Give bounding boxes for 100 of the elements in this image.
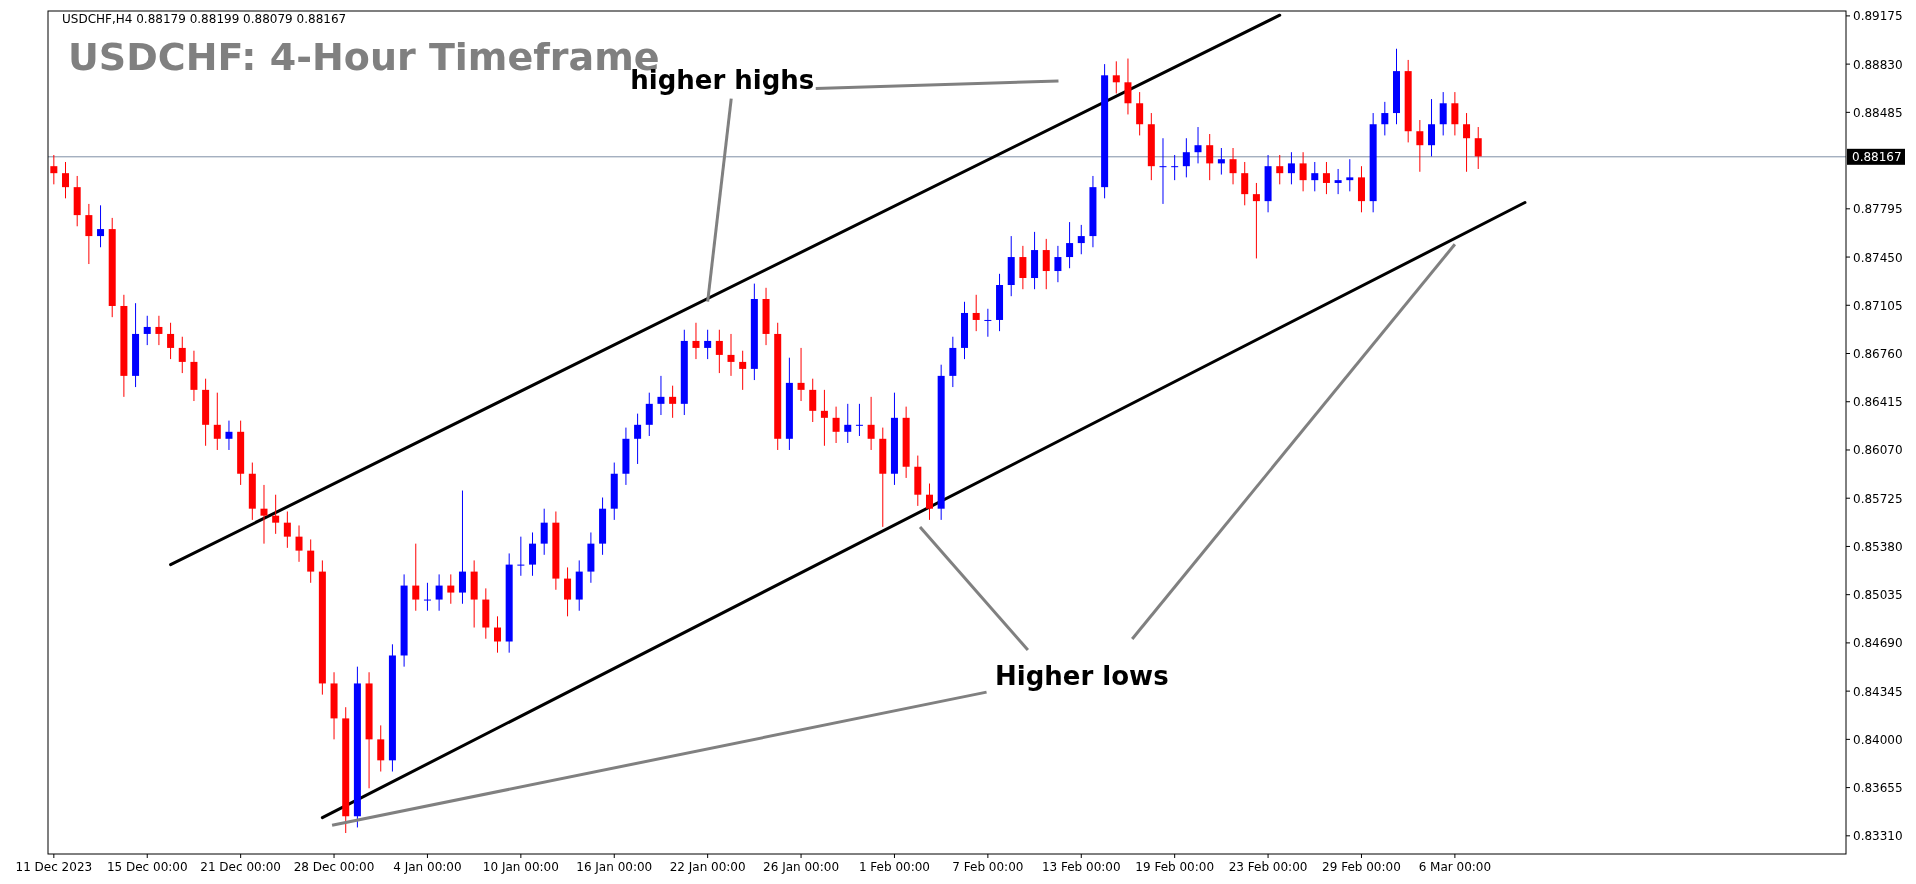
candlestick bbox=[307, 538, 315, 584]
candlestick bbox=[1451, 91, 1459, 136]
y-tick-label: 0.85725 bbox=[1853, 491, 1903, 506]
candlestick bbox=[669, 385, 677, 419]
x-tick-label: 11 Dec 2023 bbox=[15, 860, 93, 874]
y-tick-label: 0.86415 bbox=[1853, 395, 1903, 410]
annotation: Higher lows bbox=[995, 661, 1169, 692]
candlestick bbox=[494, 615, 501, 654]
candlestick bbox=[178, 336, 186, 374]
x-tick-label: 16 Jan 00:00 bbox=[576, 860, 653, 874]
candlestick bbox=[213, 392, 221, 451]
x-tick-label: 4 Jan 00:00 bbox=[393, 860, 462, 874]
candlestick bbox=[739, 350, 747, 391]
candlestick bbox=[925, 483, 933, 521]
candlestick bbox=[984, 308, 992, 338]
x-tick-label: 22 Jan 00:00 bbox=[669, 860, 746, 874]
x-tick-label: 13 Feb 00:00 bbox=[1041, 860, 1121, 874]
candlestick bbox=[1474, 126, 1482, 170]
candlestick bbox=[1136, 91, 1144, 136]
y-tick-label: 0.88830 bbox=[1853, 57, 1903, 72]
candlestick bbox=[155, 315, 163, 346]
candlestick bbox=[50, 154, 58, 185]
candlestick bbox=[1124, 58, 1132, 115]
candlestick bbox=[85, 203, 93, 265]
x-tick-label: 10 Jan 00:00 bbox=[482, 860, 559, 874]
candlestick bbox=[1171, 154, 1179, 181]
x-tick-label: 23 Feb 00:00 bbox=[1228, 860, 1308, 874]
x-tick-label: 21 Dec 00:00 bbox=[200, 860, 281, 874]
candlestick bbox=[62, 161, 70, 199]
candlestick bbox=[1206, 133, 1214, 181]
candlestick bbox=[167, 322, 175, 360]
candlestick bbox=[1217, 147, 1225, 176]
candlestick bbox=[1381, 101, 1389, 136]
candlestick bbox=[517, 536, 525, 577]
candlestick bbox=[657, 375, 665, 416]
candlestick bbox=[564, 566, 572, 617]
y-tick-label: 0.84690 bbox=[1853, 636, 1903, 651]
y-tick-label: 0.86070 bbox=[1853, 443, 1903, 458]
y-tick-label: 0.85380 bbox=[1853, 539, 1903, 554]
candlestick bbox=[272, 494, 280, 535]
candlestick bbox=[435, 573, 443, 612]
x-tick-label: 19 Feb 00:00 bbox=[1135, 860, 1215, 874]
candlestick bbox=[260, 484, 268, 545]
candlestick bbox=[832, 406, 840, 444]
y-tick-label: 0.89175 bbox=[1853, 9, 1903, 24]
candlestick bbox=[1241, 161, 1249, 206]
candlestick bbox=[1042, 238, 1050, 290]
candlestick bbox=[1019, 245, 1027, 290]
candlestick bbox=[1276, 154, 1284, 185]
candlestick bbox=[1194, 126, 1202, 164]
candlestick bbox=[412, 543, 420, 612]
candlestick bbox=[540, 508, 548, 556]
candlestick bbox=[1066, 221, 1074, 269]
candlestick bbox=[143, 315, 151, 346]
candlestick bbox=[423, 582, 431, 612]
annotation: USDCHF,H4 0.88179 0.88199 0.88079 0.88167 bbox=[62, 12, 347, 26]
candlestick bbox=[97, 204, 105, 248]
candlestick bbox=[692, 322, 700, 360]
candlestick bbox=[820, 389, 828, 447]
candlestick bbox=[1346, 158, 1354, 192]
candlestick bbox=[447, 573, 455, 605]
candlestick bbox=[634, 413, 642, 465]
candlestick bbox=[715, 329, 723, 374]
candlestick bbox=[295, 524, 303, 563]
y-tick-label: 0.84000 bbox=[1853, 732, 1903, 747]
candlestick bbox=[844, 403, 852, 444]
candlestick bbox=[1416, 119, 1424, 173]
candlestick bbox=[458, 490, 466, 605]
candlestick bbox=[1463, 112, 1471, 173]
y-tick-label: 0.83310 bbox=[1853, 829, 1903, 844]
candlestick bbox=[855, 403, 863, 437]
candlestick bbox=[1229, 147, 1237, 185]
candlestick bbox=[1054, 245, 1062, 283]
y-tick-label: 0.88485 bbox=[1853, 105, 1903, 120]
candlestick bbox=[1159, 137, 1167, 205]
candlestick bbox=[704, 329, 712, 360]
candlestick bbox=[1428, 98, 1436, 157]
x-tick-label: 29 Feb 00:00 bbox=[1322, 860, 1401, 874]
x-tick-label: 26 Jan 00:00 bbox=[763, 860, 840, 874]
y-tick-label: 0.87450 bbox=[1853, 250, 1903, 265]
y-tick-label: 0.84345 bbox=[1853, 684, 1903, 699]
candlestick bbox=[529, 531, 537, 577]
candlestick bbox=[1322, 161, 1330, 195]
x-tick-label: 15 Dec 00:00 bbox=[106, 860, 188, 874]
x-tick-label: 28 Dec 00:00 bbox=[293, 860, 375, 874]
y-tick-label: 0.83655 bbox=[1853, 781, 1903, 796]
candlestick bbox=[1311, 161, 1319, 192]
candlestick bbox=[1112, 60, 1120, 94]
candlestick bbox=[645, 392, 653, 437]
y-tick-label: 0.85035 bbox=[1853, 588, 1903, 603]
candlestick bbox=[1287, 151, 1295, 185]
candlestick bbox=[727, 333, 735, 377]
candlestick bbox=[1252, 182, 1260, 259]
ref-line-label: 0.88167 bbox=[1852, 150, 1902, 165]
candlestick bbox=[283, 510, 291, 549]
x-tick-label: 6 Mar 00:00 bbox=[1418, 860, 1492, 874]
candlestick bbox=[809, 378, 817, 423]
candlestick bbox=[1299, 151, 1307, 192]
candlestick bbox=[797, 347, 805, 402]
x-tick-label: 7 Feb 00:00 bbox=[952, 860, 1024, 874]
